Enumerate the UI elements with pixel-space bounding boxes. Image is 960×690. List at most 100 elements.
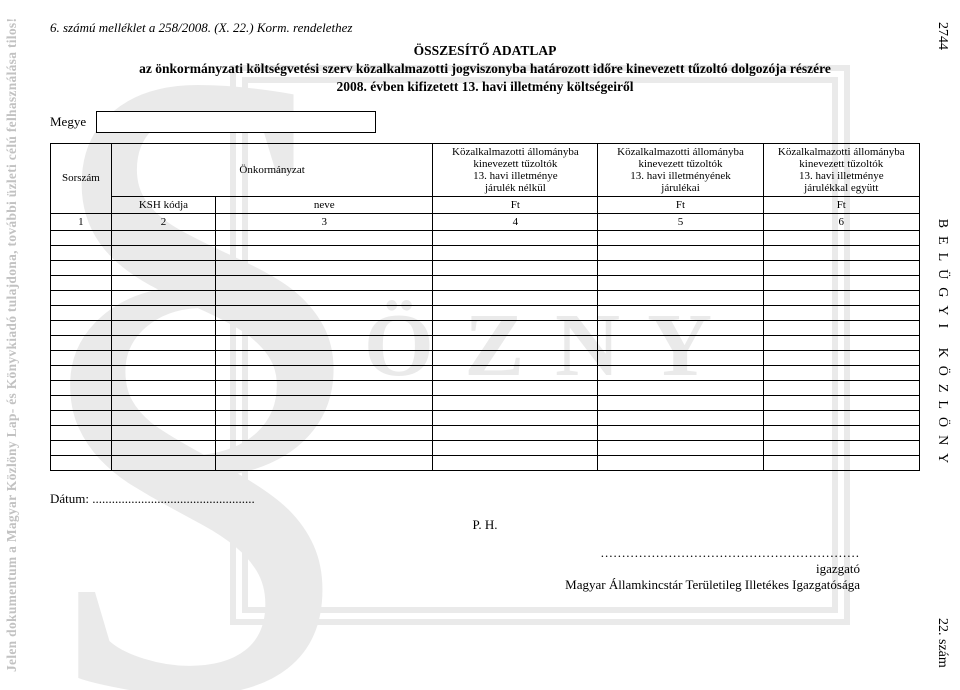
table-cell[interactable] <box>111 395 215 410</box>
table-cell[interactable] <box>216 425 433 440</box>
table-cell[interactable] <box>433 410 598 425</box>
table-cell[interactable] <box>111 230 215 245</box>
table-cell[interactable] <box>598 230 763 245</box>
table-cell[interactable] <box>433 290 598 305</box>
table-cell[interactable] <box>111 380 215 395</box>
table-cell[interactable] <box>433 335 598 350</box>
table-cell[interactable] <box>763 425 919 440</box>
table-cell[interactable] <box>763 440 919 455</box>
table-cell[interactable] <box>216 260 433 275</box>
table-cell[interactable] <box>51 395 112 410</box>
table-cell[interactable] <box>763 275 919 290</box>
table-cell[interactable] <box>111 290 215 305</box>
table-cell[interactable] <box>216 320 433 335</box>
table-cell[interactable] <box>51 290 112 305</box>
table-cell[interactable] <box>598 425 763 440</box>
table-cell[interactable] <box>598 320 763 335</box>
table-cell[interactable] <box>433 425 598 440</box>
table-cell[interactable] <box>598 305 763 320</box>
table-cell[interactable] <box>433 245 598 260</box>
table-cell[interactable] <box>598 440 763 455</box>
table-cell[interactable] <box>111 260 215 275</box>
table-cell[interactable] <box>216 275 433 290</box>
date-dots: ........................................… <box>92 491 255 506</box>
table-cell[interactable] <box>216 230 433 245</box>
table-cell[interactable] <box>111 365 215 380</box>
table-cell[interactable] <box>216 245 433 260</box>
table-cell[interactable] <box>216 335 433 350</box>
table-cell[interactable] <box>433 395 598 410</box>
table-cell[interactable] <box>598 350 763 365</box>
table-cell[interactable] <box>598 260 763 275</box>
table-cell[interactable] <box>763 410 919 425</box>
table-cell[interactable] <box>763 290 919 305</box>
table-cell[interactable] <box>763 260 919 275</box>
table-cell[interactable] <box>763 455 919 470</box>
table-cell[interactable] <box>216 410 433 425</box>
table-cell[interactable] <box>763 335 919 350</box>
table-cell[interactable] <box>51 275 112 290</box>
table-cell[interactable] <box>763 230 919 245</box>
table-cell[interactable] <box>51 230 112 245</box>
table-cell[interactable] <box>216 365 433 380</box>
table-cell[interactable] <box>763 245 919 260</box>
table-cell[interactable] <box>51 425 112 440</box>
table-cell[interactable] <box>598 290 763 305</box>
table-cell[interactable] <box>216 380 433 395</box>
table-cell[interactable] <box>51 410 112 425</box>
table-cell[interactable] <box>763 395 919 410</box>
table-cell[interactable] <box>433 380 598 395</box>
table-cell[interactable] <box>433 320 598 335</box>
table-cell[interactable] <box>216 440 433 455</box>
table-cell[interactable] <box>433 275 598 290</box>
table-cell[interactable] <box>216 305 433 320</box>
table-cell[interactable] <box>51 245 112 260</box>
table-cell[interactable] <box>433 365 598 380</box>
table-cell[interactable] <box>598 365 763 380</box>
table-cell[interactable] <box>598 395 763 410</box>
table-cell[interactable] <box>51 320 112 335</box>
table-cell[interactable] <box>763 365 919 380</box>
table-cell[interactable] <box>433 260 598 275</box>
table-cell[interactable] <box>111 335 215 350</box>
table-cell[interactable] <box>433 350 598 365</box>
table-cell[interactable] <box>598 245 763 260</box>
table-cell[interactable] <box>111 245 215 260</box>
table-cell[interactable] <box>51 260 112 275</box>
table-cell[interactable] <box>111 410 215 425</box>
table-cell[interactable] <box>111 305 215 320</box>
table-cell[interactable] <box>598 275 763 290</box>
table-cell[interactable] <box>111 455 215 470</box>
table-cell[interactable] <box>433 455 598 470</box>
table-cell[interactable] <box>51 455 112 470</box>
table-cell[interactable] <box>763 350 919 365</box>
title-block: ÖSSZESÍTŐ ADATLAP az önkormányzati költs… <box>50 42 920 97</box>
table-row <box>51 320 920 335</box>
table-cell[interactable] <box>763 380 919 395</box>
table-cell[interactable] <box>111 275 215 290</box>
table-cell[interactable] <box>111 425 215 440</box>
table-cell[interactable] <box>51 350 112 365</box>
megye-field[interactable] <box>96 111 376 133</box>
table-cell[interactable] <box>51 365 112 380</box>
table-cell[interactable] <box>433 305 598 320</box>
table-cell[interactable] <box>111 350 215 365</box>
table-cell[interactable] <box>216 350 433 365</box>
table-cell[interactable] <box>51 305 112 320</box>
table-cell[interactable] <box>598 335 763 350</box>
table-cell[interactable] <box>763 305 919 320</box>
table-cell[interactable] <box>51 335 112 350</box>
table-cell[interactable] <box>216 455 433 470</box>
table-cell[interactable] <box>111 440 215 455</box>
table-cell[interactable] <box>51 440 112 455</box>
table-cell[interactable] <box>598 455 763 470</box>
table-cell[interactable] <box>433 440 598 455</box>
table-cell[interactable] <box>216 290 433 305</box>
table-cell[interactable] <box>763 320 919 335</box>
table-cell[interactable] <box>598 410 763 425</box>
table-cell[interactable] <box>111 320 215 335</box>
table-cell[interactable] <box>216 395 433 410</box>
table-cell[interactable] <box>51 380 112 395</box>
table-cell[interactable] <box>598 380 763 395</box>
table-cell[interactable] <box>433 230 598 245</box>
